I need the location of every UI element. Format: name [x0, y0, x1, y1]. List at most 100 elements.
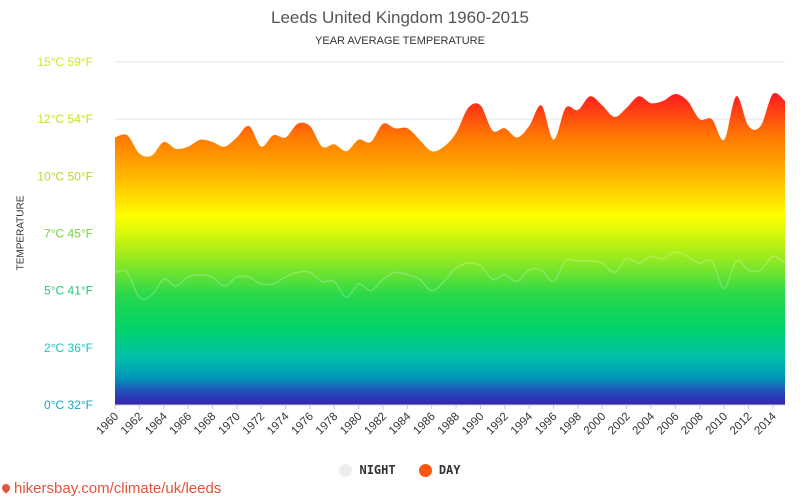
day-point[interactable] [307, 123, 313, 129]
night-point[interactable] [149, 292, 155, 298]
night-point[interactable] [624, 256, 630, 262]
day-point[interactable] [234, 135, 240, 141]
day-point[interactable] [453, 130, 459, 136]
night-point[interactable] [295, 269, 301, 275]
night-point[interactable] [453, 265, 459, 271]
night-point[interactable] [709, 258, 715, 264]
day-point[interactable] [685, 98, 691, 104]
night-point[interactable] [368, 288, 374, 294]
night-point[interactable] [770, 253, 776, 259]
legend-item-night[interactable]: NIGHT [339, 463, 396, 477]
night-point[interactable] [197, 272, 203, 278]
night-point[interactable] [538, 267, 544, 273]
day-point[interactable] [782, 98, 788, 104]
night-point[interactable] [672, 249, 678, 255]
night-point[interactable] [270, 281, 276, 287]
night-point[interactable] [465, 260, 471, 266]
day-point[interactable] [758, 123, 764, 129]
day-point[interactable] [502, 125, 508, 131]
night-point[interactable] [124, 269, 130, 275]
day-point[interactable] [295, 121, 301, 127]
day-point[interactable] [648, 100, 654, 106]
night-point[interactable] [478, 263, 484, 269]
day-point[interactable] [587, 93, 593, 99]
day-point[interactable] [380, 121, 386, 127]
night-point[interactable] [502, 272, 508, 278]
night-point[interactable] [356, 281, 362, 287]
day-point[interactable] [124, 132, 130, 138]
legend-item-day[interactable]: DAY [418, 463, 461, 477]
day-point[interactable] [246, 123, 252, 129]
day-point[interactable] [514, 135, 520, 141]
day-point[interactable] [392, 125, 398, 131]
day-point[interactable] [551, 137, 557, 143]
night-point[interactable] [782, 260, 788, 266]
day-point[interactable] [697, 116, 703, 122]
night-point[interactable] [234, 274, 240, 280]
day-point[interactable] [563, 105, 569, 111]
day-point[interactable] [746, 123, 752, 129]
day-point[interactable] [344, 148, 350, 154]
day-point[interactable] [161, 139, 167, 145]
day-point[interactable] [356, 137, 362, 143]
day-point[interactable] [404, 125, 410, 131]
night-point[interactable] [721, 285, 727, 291]
day-point[interactable] [721, 137, 727, 143]
night-point[interactable] [563, 258, 569, 264]
source-link[interactable]: hikersbay.com/climate/uk/leeds [0, 480, 221, 497]
night-point[interactable] [441, 279, 447, 285]
night-point[interactable] [660, 256, 666, 262]
night-point[interactable] [551, 279, 557, 285]
day-point[interactable] [636, 93, 642, 99]
night-point[interactable] [283, 274, 289, 280]
day-point[interactable] [733, 93, 739, 99]
night-point[interactable] [685, 253, 691, 259]
night-point[interactable] [246, 274, 252, 280]
night-point[interactable] [599, 260, 605, 266]
night-point[interactable] [612, 269, 618, 275]
night-point[interactable] [185, 274, 191, 280]
night-point[interactable] [222, 283, 228, 289]
day-point[interactable] [319, 144, 325, 150]
day-point[interactable] [136, 151, 142, 157]
night-point[interactable] [648, 253, 654, 259]
day-point[interactable] [173, 146, 179, 152]
day-point[interactable] [222, 144, 228, 150]
night-point[interactable] [587, 258, 593, 264]
day-point[interactable] [149, 153, 155, 159]
night-point[interactable] [514, 279, 520, 285]
day-point[interactable] [429, 148, 435, 154]
night-point[interactable] [380, 276, 386, 282]
day-point[interactable] [331, 141, 337, 147]
night-point[interactable] [758, 267, 764, 273]
night-point[interactable] [112, 269, 118, 275]
night-point[interactable] [258, 281, 264, 287]
day-point[interactable] [478, 102, 484, 108]
night-point[interactable] [173, 283, 179, 289]
night-point[interactable] [636, 260, 642, 266]
day-point[interactable] [538, 102, 544, 108]
night-point[interactable] [210, 274, 216, 280]
night-point[interactable] [417, 276, 423, 282]
night-point[interactable] [490, 276, 496, 282]
night-point[interactable] [392, 269, 398, 275]
day-point[interactable] [258, 144, 264, 150]
night-point[interactable] [344, 295, 350, 301]
day-point[interactable] [599, 102, 605, 108]
day-point[interactable] [185, 144, 191, 150]
night-point[interactable] [136, 295, 142, 301]
night-point[interactable] [331, 279, 337, 285]
night-point[interactable] [526, 267, 532, 273]
day-point[interactable] [709, 116, 715, 122]
day-point[interactable] [624, 105, 630, 111]
day-point[interactable] [575, 107, 581, 113]
day-point[interactable] [526, 123, 532, 129]
day-point[interactable] [112, 135, 118, 141]
night-point[interactable] [319, 279, 325, 285]
day-point[interactable] [490, 128, 496, 134]
day-point[interactable] [672, 91, 678, 97]
day-point[interactable] [660, 98, 666, 104]
day-point[interactable] [612, 114, 618, 120]
day-point[interactable] [441, 144, 447, 150]
day-point[interactable] [210, 139, 216, 145]
